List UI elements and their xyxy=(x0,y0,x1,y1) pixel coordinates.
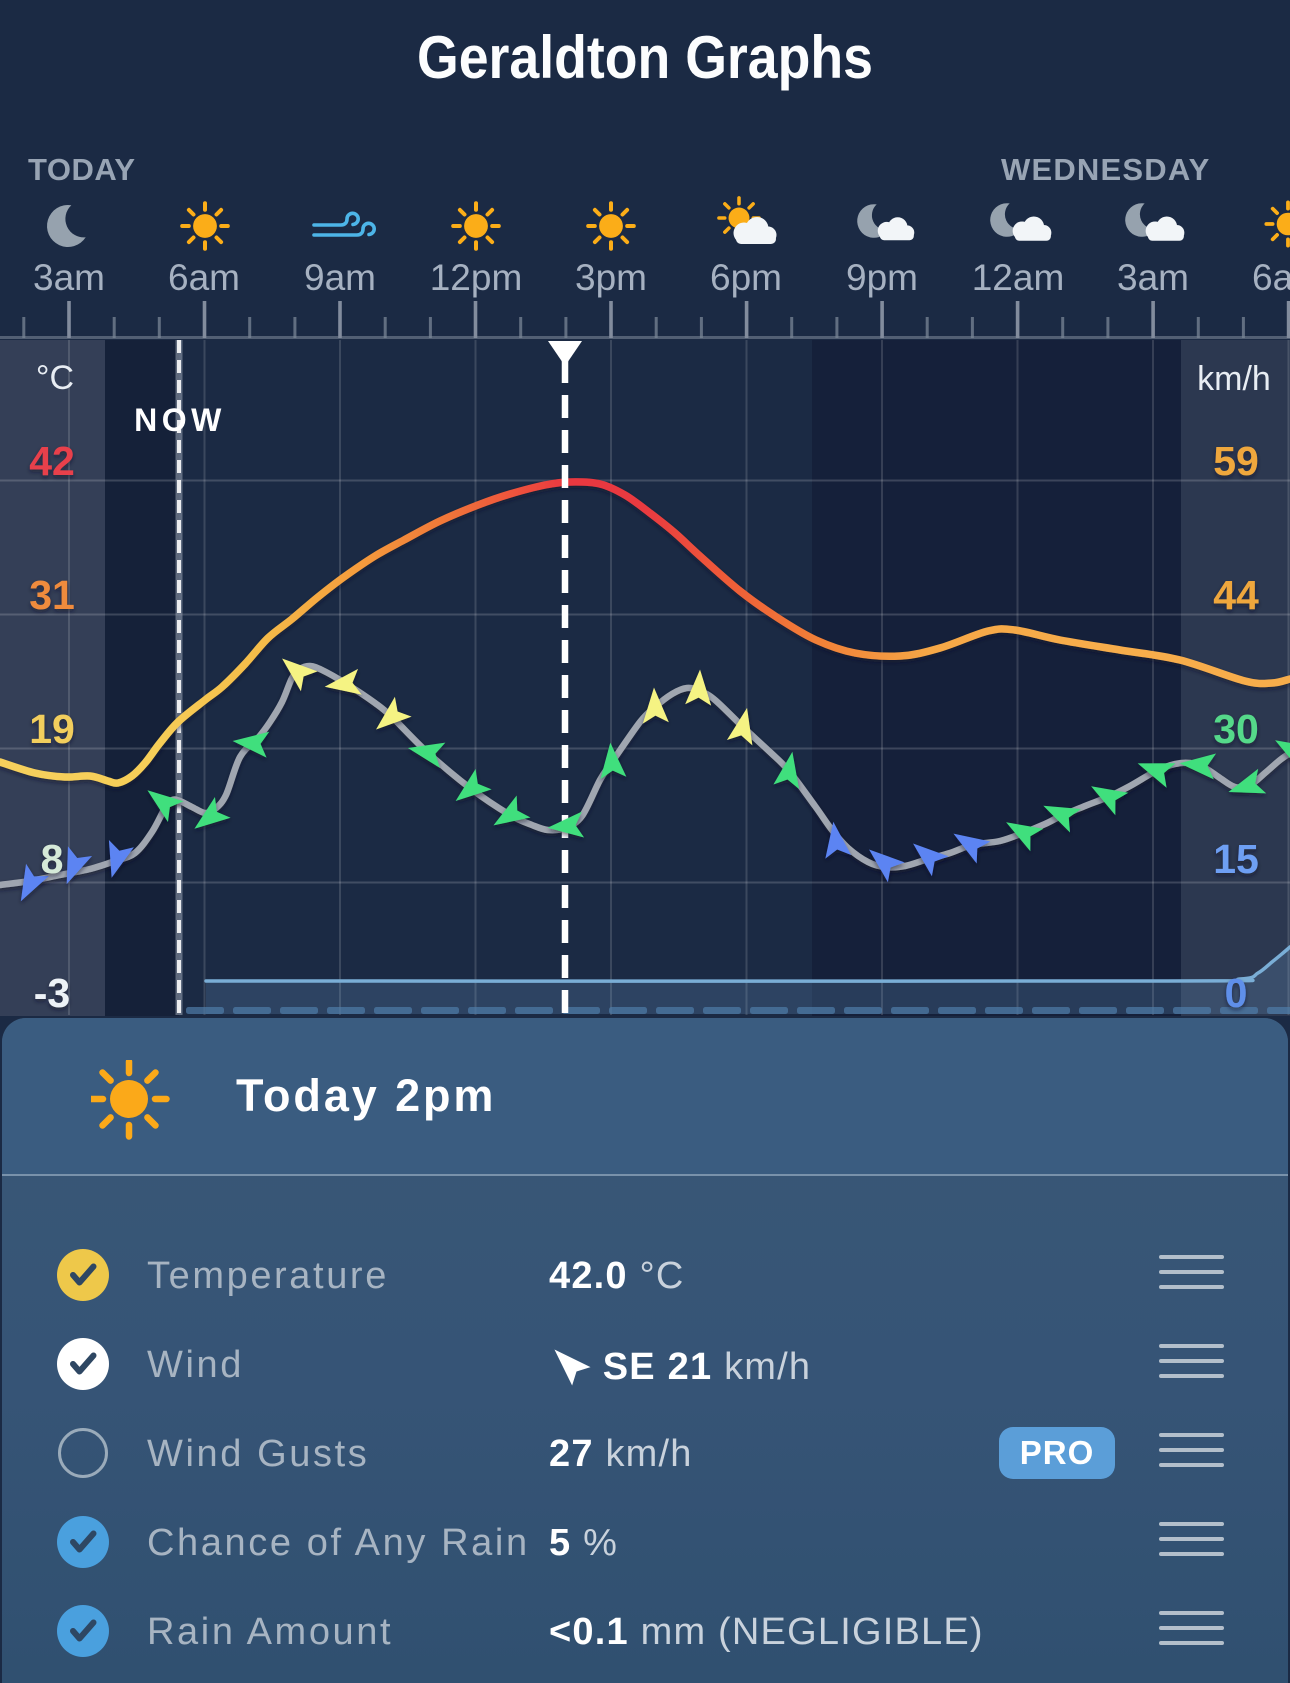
svg-text:59: 59 xyxy=(1213,438,1259,484)
svg-text:-3: -3 xyxy=(34,970,70,1016)
svg-text:19: 19 xyxy=(29,706,75,752)
svg-text:6pm: 6pm xyxy=(710,257,782,298)
svg-text:42: 42 xyxy=(29,438,75,484)
svg-text:9pm: 9pm xyxy=(846,257,918,298)
svg-text:8: 8 xyxy=(41,836,64,882)
svg-text:km/h: km/h xyxy=(1197,360,1271,398)
svg-text:Geraldton Graphs: Geraldton Graphs xyxy=(417,24,873,91)
svg-text:6am: 6am xyxy=(1252,257,1290,298)
svg-text:3pm: 3pm xyxy=(575,257,647,298)
svg-text:°C: °C xyxy=(36,359,74,397)
svg-text:9am: 9am xyxy=(304,257,376,298)
svg-text:30: 30 xyxy=(1213,706,1259,752)
svg-text:NOW: NOW xyxy=(134,402,226,438)
svg-text:TODAY: TODAY xyxy=(28,152,136,187)
svg-text:3am: 3am xyxy=(1117,257,1189,298)
svg-text:3am: 3am xyxy=(33,257,105,298)
svg-text:12am: 12am xyxy=(972,257,1065,298)
svg-text:6am: 6am xyxy=(168,257,240,298)
svg-text:0: 0 xyxy=(1225,970,1248,1016)
svg-text:31: 31 xyxy=(29,572,75,618)
svg-text:WEDNESDAY: WEDNESDAY xyxy=(1001,152,1210,187)
svg-text:44: 44 xyxy=(1213,572,1259,618)
svg-text:15: 15 xyxy=(1213,836,1259,882)
svg-text:12pm: 12pm xyxy=(430,257,523,298)
